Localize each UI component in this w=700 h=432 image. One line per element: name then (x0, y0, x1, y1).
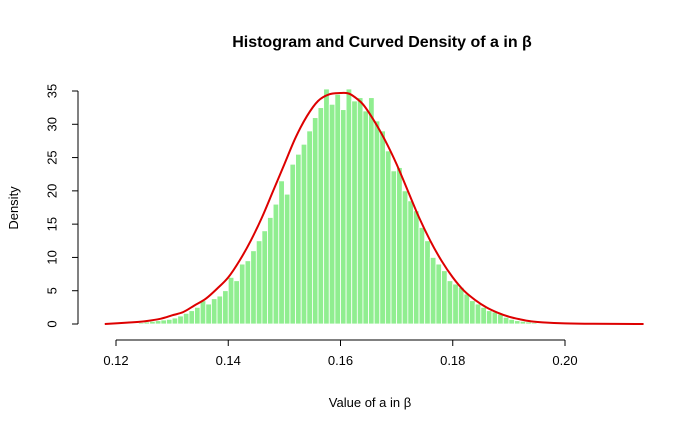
histogram-bar (317, 107, 325, 325)
histogram-bar (177, 315, 184, 325)
histogram-bar (390, 170, 398, 325)
histogram-bar (261, 230, 268, 325)
histogram-bar (379, 130, 386, 325)
histogram-bar (519, 320, 527, 325)
density-curve (104, 91, 644, 325)
chart-title: Histogram and Curved Density of a in β (232, 34, 532, 51)
histogram-bar (491, 311, 499, 325)
histogram-bar (413, 210, 420, 325)
histogram-bar (340, 109, 347, 325)
histogram-bar (480, 306, 487, 325)
y-tick-label: 15 (45, 217, 60, 231)
histogram-bar (429, 257, 437, 325)
histogram-bar (227, 276, 235, 325)
x-axis: 0.12 0.14 0.16 0.18 0.20 (103, 339, 578, 368)
histogram-bar (205, 303, 212, 325)
histogram-bar (345, 88, 353, 325)
y-axis-label: Density (6, 186, 21, 230)
histogram-bar (502, 316, 510, 325)
histogram-bar (401, 190, 409, 325)
histogram-bar (188, 310, 195, 325)
histogram-bar (373, 120, 381, 325)
y-tick-label: 5 (45, 287, 60, 294)
histogram-bar (138, 322, 145, 325)
histogram-bar (452, 283, 459, 325)
histogram-bar (351, 100, 358, 325)
histogram-bar (267, 217, 274, 325)
histogram-bar (194, 306, 201, 325)
histogram-bar (278, 180, 285, 325)
y-axis: 0 5 10 15 20 25 30 35 (45, 84, 79, 328)
histogram-bar (239, 263, 246, 325)
histogram-bar (160, 319, 167, 325)
histogram-bar (216, 295, 224, 325)
histogram-bar (312, 117, 319, 325)
histogram-bar (435, 263, 442, 325)
histogram-bar (255, 240, 263, 325)
x-axis-label: Value of a in β (329, 395, 411, 410)
x-tick-label: 0.18 (440, 353, 465, 368)
y-tick-label: 30 (45, 117, 60, 131)
y-tick-label: 20 (45, 184, 60, 198)
histogram-bar (283, 193, 291, 325)
histogram-bar (300, 143, 308, 325)
histogram-bar (244, 260, 252, 325)
histogram-bar (407, 200, 414, 325)
y-tick-label: 0 (45, 320, 60, 327)
histogram-bar (143, 321, 151, 325)
histogram-bar (250, 250, 257, 325)
histogram-bar (441, 270, 448, 325)
histogram-bar (306, 130, 313, 325)
histogram-bar (418, 227, 426, 325)
histogram-bar (323, 88, 330, 325)
histogram-bar (295, 153, 302, 325)
histogram-bar (211, 298, 218, 325)
x-tick-label: 0.16 (328, 353, 353, 368)
y-tick-label: 25 (45, 150, 60, 164)
histogram-bar (362, 110, 369, 325)
histogram-bar (457, 286, 465, 325)
histogram-bar (525, 321, 532, 325)
y-tick-label: 10 (45, 250, 60, 264)
histogram-bar (166, 318, 173, 325)
y-tick-label: 35 (45, 84, 60, 98)
histogram-bar (474, 303, 482, 325)
histogram-bar (182, 312, 190, 325)
histogram-bar (154, 320, 162, 325)
histogram-bar (514, 320, 521, 325)
histogram-bar (508, 318, 515, 325)
x-tick-label: 0.20 (552, 353, 577, 368)
histogram-bar (446, 280, 454, 325)
histogram-bar (396, 167, 403, 325)
histogram-bar (356, 97, 364, 325)
histogram-bar (530, 322, 538, 325)
histogram-bar (486, 310, 493, 325)
x-tick-label: 0.12 (103, 353, 128, 368)
histogram-bar (536, 322, 543, 325)
histogram-bar (171, 317, 179, 325)
histogram-bar (368, 97, 375, 325)
histogram-bar (272, 203, 280, 325)
histogram-bar (463, 293, 470, 325)
histogram-bar (328, 103, 336, 325)
histogram-bar (289, 163, 296, 325)
histogram-bar (424, 240, 431, 325)
histogram-bars (138, 88, 543, 325)
histogram-bar (469, 300, 476, 325)
x-tick-label: 0.14 (216, 353, 241, 368)
histogram-bar (384, 150, 392, 325)
histogram-bar (233, 280, 240, 325)
histogram-bar (222, 290, 229, 325)
histogram-bar (334, 93, 341, 325)
histogram-bar (199, 300, 207, 325)
histogram-bar (149, 320, 156, 325)
